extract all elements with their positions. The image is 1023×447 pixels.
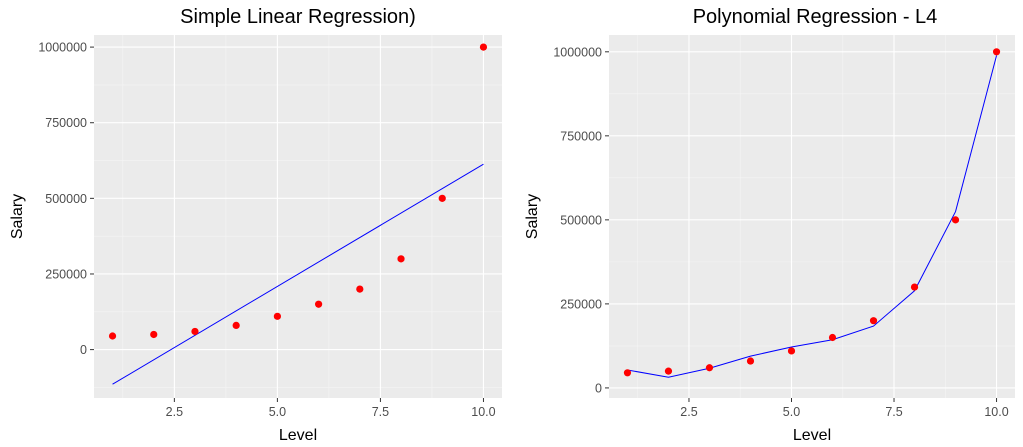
data-point xyxy=(828,333,837,342)
data-point xyxy=(108,332,117,340)
data-point xyxy=(664,367,673,375)
x-tick-label: 2.5 xyxy=(166,405,183,419)
y-tick-label: 0 xyxy=(595,381,602,395)
chart-title: Polynomial Regression - L4 xyxy=(693,6,938,28)
data-point xyxy=(232,321,240,329)
chart-panel-linear: 2.5 5.0 7.5 10.0 0 250000 500000 750000 1000000 S… xyxy=(9,6,502,444)
y-tick-label: 0 xyxy=(80,343,87,357)
y-tick-label: 1000000 xyxy=(38,41,87,55)
data-point xyxy=(705,364,714,372)
data-point xyxy=(438,194,446,202)
y-axis-label: Salary xyxy=(9,194,26,239)
data-point xyxy=(746,357,755,365)
y-tick-label: 250000 xyxy=(560,297,602,311)
chart-panel-polynomial: 2.5 5.0 7.5 10.0 0 250000 500000 750000 1000000 P… xyxy=(524,6,1015,444)
data-point xyxy=(992,48,1001,56)
x-tick-label: 10.0 xyxy=(984,405,1008,419)
data-point xyxy=(273,312,281,320)
data-point xyxy=(479,43,488,51)
chart-title: Simple Linear Regression) xyxy=(180,6,416,28)
x-tick-label: 7.5 xyxy=(885,405,902,419)
x-tick-label: 5.0 xyxy=(783,405,800,419)
x-tick-label: 10.0 xyxy=(471,405,495,419)
x-axis-label: Level xyxy=(793,427,831,444)
data-point xyxy=(150,330,158,339)
x-tick-label: 5.0 xyxy=(269,405,286,419)
y-axis-label: Salary xyxy=(524,194,541,239)
regression-line xyxy=(112,163,484,385)
y-tick-label: 250000 xyxy=(45,267,87,281)
x-tick-label: 7.5 xyxy=(372,405,389,419)
y-tick-label: 500000 xyxy=(560,213,602,227)
data-point xyxy=(951,216,960,224)
x-axis-label: Level xyxy=(279,427,317,444)
data-point xyxy=(191,327,199,336)
y-tick-label: 1000000 xyxy=(553,45,602,59)
x-tick-label: 2.5 xyxy=(680,405,697,419)
data-point xyxy=(397,255,405,263)
y-tick-label: 750000 xyxy=(45,116,87,130)
y-tick-label: 750000 xyxy=(560,129,602,143)
plot-background xyxy=(94,35,502,398)
data-point xyxy=(315,300,323,308)
data-point xyxy=(623,369,632,377)
data-point xyxy=(910,283,919,291)
y-tick-label: 500000 xyxy=(45,192,87,206)
data-point xyxy=(787,347,796,355)
data-point xyxy=(869,317,878,325)
plot-background xyxy=(609,35,1015,398)
regression-line xyxy=(627,55,998,378)
data-point xyxy=(356,285,364,293)
